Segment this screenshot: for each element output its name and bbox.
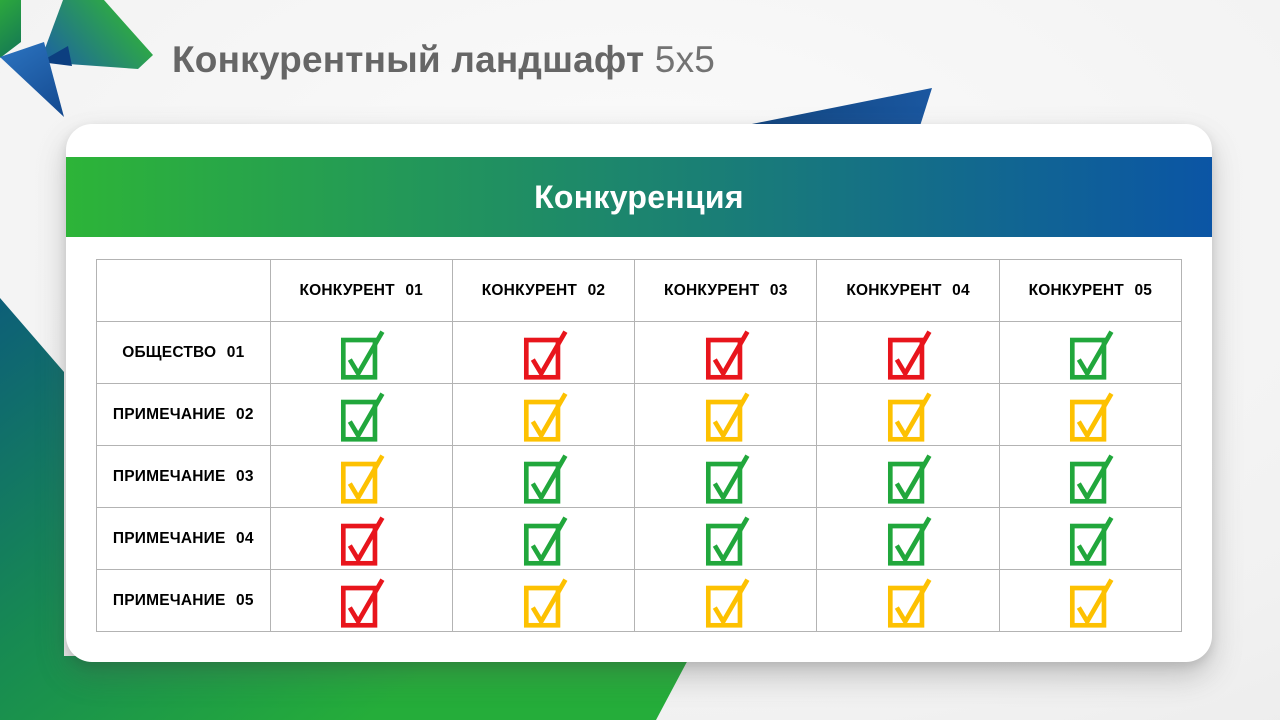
- check-green-icon: [705, 453, 750, 504]
- row-label: ПРИМЕЧАНИЕ 05: [96, 569, 271, 632]
- check-green-icon: [523, 453, 567, 504]
- check-yellow-icon: [1070, 577, 1114, 628]
- check-green-icon: [888, 453, 932, 504]
- slide-title: Конкурентный ландшафт 5x5: [172, 39, 716, 81]
- table-row: ПРИМЕЧАНИЕ 03: [96, 445, 1183, 508]
- slide-title-suffix: 5x5: [654, 39, 716, 80]
- check-yellow-icon: [888, 577, 932, 628]
- check-cell: [269, 507, 453, 570]
- check-yellow-icon: [341, 453, 385, 504]
- check-green-icon: [888, 515, 932, 566]
- check-red-icon: [705, 329, 750, 380]
- check-cell: [816, 569, 1000, 632]
- check-cell: [816, 507, 1000, 570]
- table-row: ПРИМЕЧАНИЕ 05: [96, 569, 1183, 632]
- check-red-icon: [341, 515, 385, 566]
- row-label: ОБЩЕСТВО 01: [96, 321, 271, 384]
- check-yellow-icon: [1070, 391, 1114, 442]
- check-red-icon: [341, 577, 385, 628]
- top-right-blue-wedge-decoration: [742, 88, 932, 126]
- check-yellow-icon: [523, 577, 567, 628]
- table-row: ПРИМЕЧАНИЕ 02: [96, 383, 1183, 446]
- table-header-row: КОНКУРЕНТ 01 КОНКУРЕНТ 02 КОНКУРЕНТ 03 КОНК…: [96, 259, 1183, 322]
- row-label: ПРИМЕЧАНИЕ 04: [96, 507, 271, 570]
- check-cell: [998, 383, 1183, 446]
- table-row: ПРИМЕЧАНИЕ 04: [96, 507, 1183, 570]
- brand-logo-icon: [0, 0, 153, 117]
- check-yellow-icon: [705, 577, 750, 628]
- check-cell: [634, 569, 818, 632]
- column-header: КОНКУРЕНТ 05: [998, 259, 1183, 322]
- check-red-icon: [523, 329, 567, 380]
- check-cell: [451, 569, 636, 632]
- check-cell: [816, 445, 1000, 508]
- table-corner-cell: [96, 259, 271, 322]
- check-cell: [269, 445, 453, 508]
- row-label: ПРИМЕЧАНИЕ 02: [96, 383, 271, 446]
- slide-title-main: Конкурентный ландшафт: [172, 39, 645, 80]
- check-cell: [998, 445, 1183, 508]
- check-green-icon: [705, 515, 750, 566]
- row-label: ПРИМЕЧАНИЕ 03: [96, 445, 271, 508]
- check-cell: [634, 507, 818, 570]
- check-green-icon: [523, 515, 567, 566]
- check-cell: [634, 321, 818, 384]
- check-cell: [451, 383, 636, 446]
- check-red-icon: [888, 329, 932, 380]
- check-cell: [634, 445, 818, 508]
- check-yellow-icon: [705, 391, 750, 442]
- check-cell: [634, 383, 818, 446]
- check-green-icon: [1070, 329, 1114, 380]
- table-row: ОБЩЕСТВО 01: [96, 321, 1183, 384]
- card-header-banner: Конкуренция: [66, 157, 1212, 237]
- check-cell: [998, 321, 1183, 384]
- column-header: КОНКУРЕНТ 04: [816, 259, 1000, 322]
- check-cell: [998, 507, 1183, 570]
- check-cell: [816, 383, 1000, 446]
- content-card: Конкуренция КОНКУРЕНТ 01 КОНКУРЕНТ 02 КОНК…: [66, 124, 1212, 662]
- check-cell: [269, 569, 453, 632]
- check-cell: [998, 569, 1183, 632]
- competition-matrix-table: КОНКУРЕНТ 01 КОНКУРЕНТ 02 КОНКУРЕНТ 03 КОНК…: [96, 259, 1183, 632]
- check-cell: [269, 383, 453, 446]
- check-green-icon: [1070, 515, 1114, 566]
- check-green-icon: [1070, 453, 1114, 504]
- check-yellow-icon: [523, 391, 567, 442]
- check-green-icon: [341, 391, 385, 442]
- column-header: КОНКУРЕНТ 01: [269, 259, 453, 322]
- column-header: КОНКУРЕНТ 03: [634, 259, 818, 322]
- column-header: КОНКУРЕНТ 02: [451, 259, 636, 322]
- check-cell: [451, 507, 636, 570]
- card-body: КОНКУРЕНТ 01 КОНКУРЕНТ 02 КОНКУРЕНТ 03 КОНК…: [66, 237, 1212, 632]
- card-header-title: Конкуренция: [534, 178, 744, 215]
- check-cell: [269, 321, 453, 384]
- check-yellow-icon: [888, 391, 932, 442]
- check-cell: [451, 321, 636, 384]
- check-cell: [451, 445, 636, 508]
- check-green-icon: [341, 329, 385, 380]
- check-cell: [816, 321, 1000, 384]
